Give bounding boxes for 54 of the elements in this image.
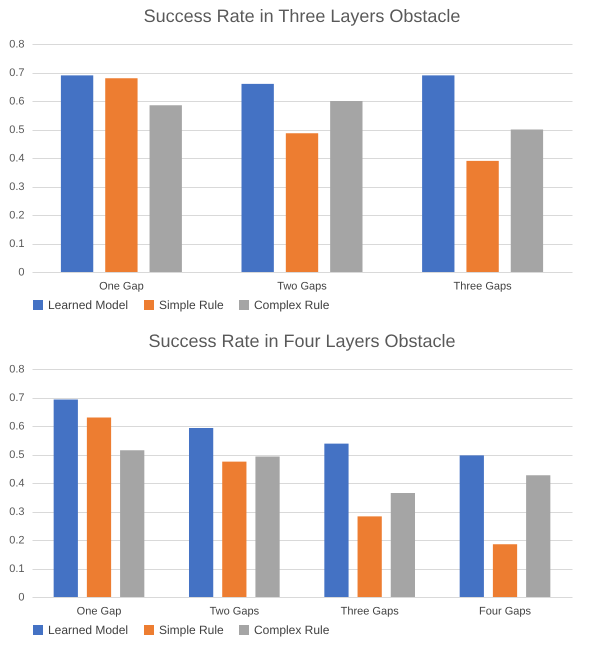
bar	[526, 475, 550, 597]
bar	[492, 544, 518, 597]
y-tick-label: 0.7	[9, 67, 24, 79]
bar	[222, 462, 246, 597]
y-tick-label: 0.1	[9, 563, 24, 575]
y-tick-label: 0.6	[9, 420, 24, 432]
y-tick-label: 0.1	[9, 238, 24, 250]
legend-label: Complex Rule	[254, 298, 330, 312]
x-tick-label: One Gap	[99, 280, 144, 292]
legend-label: Learned Model	[48, 623, 128, 637]
x-tick-label: Four Gaps	[479, 606, 532, 618]
legend-label: Simple Rule	[159, 298, 224, 312]
bar	[510, 130, 544, 272]
y-tick-label: 0.6	[9, 96, 24, 108]
y-tick-label: 0.5	[9, 124, 24, 136]
y-tick-label: 0.5	[9, 449, 24, 461]
bar	[54, 399, 78, 597]
bar	[330, 101, 362, 272]
bar	[466, 160, 499, 272]
bar	[60, 75, 94, 272]
x-tick-label: Two Gaps	[277, 280, 328, 292]
x-tick-label: One Gap	[76, 606, 122, 618]
legend-label: Complex Rule	[254, 623, 330, 637]
bar	[188, 428, 214, 597]
bar	[358, 516, 382, 597]
bar	[120, 450, 144, 597]
bar	[390, 492, 416, 597]
chart-title: Success Rate in Three Layers Obstacle	[144, 6, 460, 26]
y-tick-label: 0	[18, 266, 24, 278]
bar	[242, 84, 274, 272]
x-tick-label: Three Gaps	[340, 606, 400, 618]
legend-label: Learned Model	[48, 298, 128, 312]
x-tick-label: Three Gaps	[454, 280, 512, 292]
y-tick-label: 0.3	[9, 506, 24, 518]
y-tick-label: 0.4	[9, 152, 24, 164]
y-tick-label: 0.4	[9, 478, 24, 490]
y-tick-label: 0.2	[9, 210, 24, 222]
y-tick-label: 0.8	[9, 38, 24, 50]
y-tick-label: 0.2	[9, 534, 24, 546]
bar	[324, 444, 349, 597]
chart-title: Success Rate in Four Layers Obstacle	[148, 331, 456, 351]
y-tick-label: 0.3	[9, 181, 24, 193]
bar	[105, 78, 138, 272]
bar	[286, 133, 318, 272]
bar	[422, 75, 454, 272]
legend-label: Simple Rule	[159, 623, 224, 637]
y-tick-label: 0	[18, 592, 24, 604]
bar	[150, 105, 182, 272]
bar	[460, 455, 484, 597]
x-tick-label: Two Gaps	[210, 606, 260, 618]
bar	[255, 456, 280, 597]
bar	[86, 417, 112, 597]
y-tick-label: 0.8	[9, 364, 24, 376]
y-tick-label: 0.7	[9, 392, 24, 404]
